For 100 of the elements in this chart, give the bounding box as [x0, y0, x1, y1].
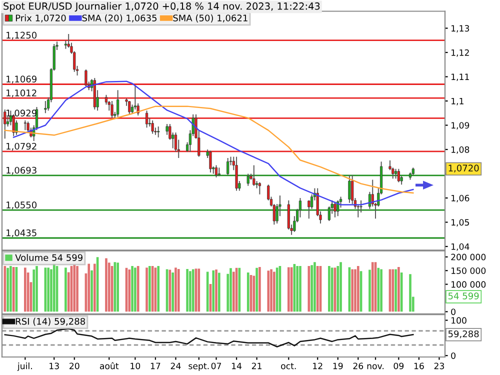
x-tick-label: 16	[414, 362, 424, 370]
candlestick	[334, 201, 336, 218]
bar	[340, 262, 342, 312]
text: 54 599	[448, 292, 479, 300]
y-tick-label: 0	[451, 308, 456, 316]
x-tick-label: 26	[353, 362, 364, 370]
bar	[398, 267, 400, 312]
bar	[232, 272, 235, 312]
candlestick	[258, 182, 261, 195]
candlestick	[298, 198, 302, 218]
bar	[76, 266, 78, 312]
candlestick	[116, 90, 120, 118]
bar	[314, 262, 316, 312]
y-tick-label: 1,13	[452, 25, 470, 32]
candlestick	[44, 100, 47, 114]
bar	[88, 264, 90, 312]
bar	[146, 268, 148, 312]
ref-line-label: 1,0792	[6, 142, 36, 151]
y-tick-label: 1,08	[452, 146, 470, 154]
bar	[189, 271, 192, 312]
bar	[134, 268, 136, 312]
x-tick-label: 10	[130, 362, 140, 370]
x-tick-label: 19	[333, 362, 343, 370]
ref-line-label: 1,0693	[6, 166, 36, 175]
bar	[377, 268, 380, 312]
bar	[273, 272, 276, 312]
bar	[394, 269, 397, 312]
x-tick-label: 12	[313, 362, 322, 370]
bar	[356, 266, 360, 312]
bar	[212, 270, 215, 312]
x-tick-label: 13	[50, 362, 59, 370]
candlestick	[226, 157, 230, 176]
y-tick-label: 100 000	[452, 281, 486, 288]
y-tick-label: 0	[451, 352, 456, 359]
bar	[186, 268, 188, 312]
y-tick-label: 1,1	[452, 98, 464, 106]
bar	[128, 270, 131, 312]
bar	[296, 266, 298, 312]
y-tick-label: 1,09	[452, 122, 470, 130]
candlestick	[394, 168, 398, 180]
bar	[371, 262, 374, 312]
bar	[246, 272, 250, 312]
bar	[215, 270, 218, 312]
bar	[287, 267, 290, 312]
candlestick	[134, 84, 136, 110]
bar	[36, 266, 38, 312]
x-tick-label: 21	[252, 362, 262, 370]
bar	[256, 268, 258, 312]
x-tick-label: 20	[70, 362, 80, 370]
bar	[4, 266, 6, 312]
bar	[64, 268, 67, 312]
bar	[267, 270, 270, 312]
x-tick-label: 17	[150, 362, 160, 370]
candlestick	[235, 156, 238, 192]
bar	[157, 266, 160, 312]
y-tick-label: 1,12	[452, 49, 469, 57]
text: 59,288	[448, 330, 479, 338]
y-tick-label: 1,05	[452, 219, 469, 227]
bar	[172, 272, 174, 312]
x-tick-label: juil.	[17, 362, 32, 371]
bar	[73, 264, 76, 312]
candlestick	[351, 174, 354, 205]
bar	[380, 269, 382, 312]
y-tick-label: 150 000	[452, 267, 486, 274]
candlestick	[328, 206, 330, 222]
bar	[409, 274, 412, 312]
bar	[198, 268, 200, 312]
bar	[177, 268, 180, 312]
bar	[192, 269, 194, 312]
x-tick-label: 24	[170, 362, 181, 370]
x-tick-label: 09	[394, 362, 404, 370]
legend-label: SMA (50) 1,0621	[173, 14, 248, 22]
line-series	[4, 106, 414, 194]
bar	[354, 269, 356, 312]
candlestick	[397, 168, 400, 183]
bar	[116, 262, 119, 312]
text: 1,0720	[448, 164, 479, 172]
legend-label: SMA (20) 1,0635	[82, 14, 157, 22]
ref-line-label: 1,0435	[6, 229, 36, 238]
x-tick-label: nov.	[367, 364, 384, 370]
x-tick-label: sept.	[188, 363, 209, 371]
bar	[328, 266, 330, 312]
bar	[258, 267, 261, 312]
ref-line-label: 1,1012	[6, 89, 36, 98]
bar	[6, 268, 9, 312]
y-tick-label: 1,06	[452, 194, 470, 202]
candlestick	[360, 200, 362, 214]
y-tick-label: 200 000	[451, 254, 486, 260]
line-series	[4, 328, 414, 348]
bar	[310, 265, 313, 312]
candlestick	[214, 164, 218, 178]
bar	[230, 268, 232, 312]
y-tick-label: 1,11	[452, 74, 469, 81]
candlestick	[157, 126, 160, 138]
bar	[47, 268, 50, 312]
bar	[131, 266, 134, 312]
candlestick	[348, 174, 351, 204]
y-tick-label: 100	[452, 317, 466, 324]
bar	[105, 258, 108, 312]
bar	[52, 264, 56, 312]
